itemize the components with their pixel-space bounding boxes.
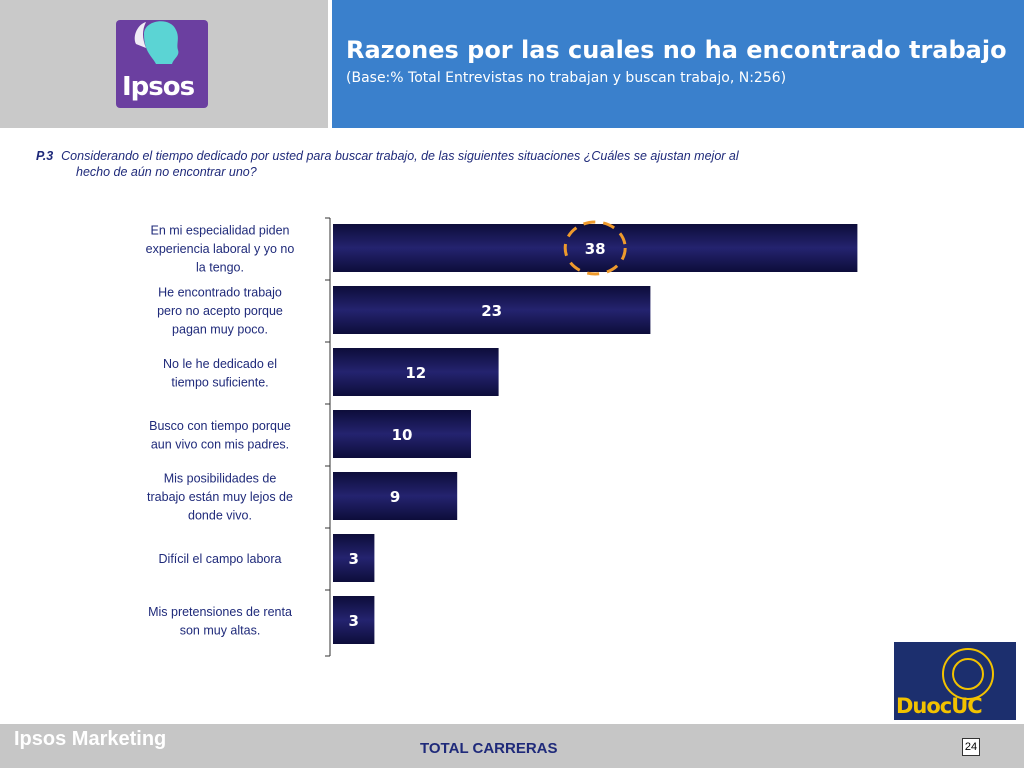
bar-value-label: 3 bbox=[348, 550, 358, 568]
bar-value-label: 9 bbox=[390, 488, 400, 506]
page-subtitle: (Base:% Total Entrevistas no trabajan y … bbox=[346, 70, 787, 86]
duocuc-seal-icon bbox=[942, 648, 994, 700]
bar bbox=[333, 348, 499, 396]
category-label: He encontrado trabajo pero no acepto porq… bbox=[157, 286, 283, 337]
category-label-line: Busco con tiempo porque bbox=[149, 419, 291, 433]
category-label-line: Mis pretensiones de renta bbox=[148, 605, 292, 619]
bar-chart: 38 En mi especialidad piden experiencia la… bbox=[146, 217, 858, 657]
category-label: Mis pretensiones de renta son muy altas. bbox=[148, 605, 292, 638]
category-label-line: experiencia laboral y yo no bbox=[146, 242, 295, 256]
bar-value-label: 3 bbox=[348, 612, 358, 630]
highlight-circle bbox=[563, 220, 627, 276]
bar bbox=[333, 224, 858, 272]
category-label-line: trabajo están muy lejos de bbox=[147, 490, 293, 504]
category-label-line: Difícil el campo labora bbox=[159, 552, 282, 566]
duocuc-logo-text: DuocUC bbox=[896, 694, 983, 718]
question-number: P.3 bbox=[36, 149, 54, 163]
category-label-line: donde vivo. bbox=[188, 509, 252, 523]
category-label-line: En mi especialidad piden bbox=[151, 224, 290, 238]
category-label-line: pagan muy poco. bbox=[172, 323, 268, 337]
category-label-line: No le he dedicado el bbox=[163, 357, 277, 371]
page-number: 24 bbox=[962, 738, 980, 756]
bar bbox=[333, 534, 375, 582]
bar-value-label: 38 bbox=[585, 240, 606, 258]
category-label: No le he dedicado el tiempo suficiente. bbox=[163, 357, 277, 390]
category-label-line: la tengo. bbox=[196, 261, 244, 275]
question-text: P.3 Considerando el tiempo dedicado por u… bbox=[36, 148, 856, 180]
bar-value-label: 10 bbox=[392, 426, 413, 444]
category-label-line: aun vivo con mis padres. bbox=[151, 437, 289, 451]
question-line-2: hecho de aún no encontrar uno? bbox=[76, 165, 257, 179]
category-label-line: son muy altas. bbox=[180, 623, 261, 637]
question-line-1: Considerando el tiempo dedicado por uste… bbox=[61, 149, 739, 163]
bar bbox=[333, 472, 458, 520]
page-title: Razones por las cuales no ha encontrado … bbox=[346, 36, 1007, 64]
ipsos-logo: Ipsos bbox=[116, 20, 208, 108]
bar bbox=[333, 286, 651, 334]
bar-value-label: 23 bbox=[481, 302, 502, 320]
footer-bar: Ipsos Marketing TOTAL CARRERAS 24 bbox=[0, 724, 1024, 768]
bar-value-label: 12 bbox=[405, 364, 426, 382]
ipsos-logo-text: Ipsos bbox=[122, 72, 195, 102]
category-label-line: Mis posibilidades de bbox=[164, 472, 277, 486]
header-title-panel bbox=[332, 0, 1024, 128]
footer-center-label: TOTAL CARRERAS bbox=[420, 740, 558, 757]
duocuc-logo: DuocUC bbox=[894, 642, 1016, 720]
category-label: Mis posibilidades de trabajo están muy le… bbox=[147, 472, 293, 523]
category-label-line: pero no acepto porque bbox=[157, 304, 283, 318]
category-label: En mi especialidad piden experiencia labo… bbox=[146, 224, 295, 275]
head-silhouette-icon bbox=[134, 21, 179, 64]
category-label: Busco con tiempo porque aun vivo con mis … bbox=[149, 419, 291, 452]
bar bbox=[333, 596, 375, 644]
category-label-line: tiempo suficiente. bbox=[171, 375, 268, 389]
footer-brand: Ipsos Marketing bbox=[14, 728, 167, 750]
category-label: Difícil el campo labora bbox=[159, 552, 282, 566]
category-label-line: He encontrado trabajo bbox=[158, 286, 282, 300]
bar bbox=[333, 410, 471, 458]
